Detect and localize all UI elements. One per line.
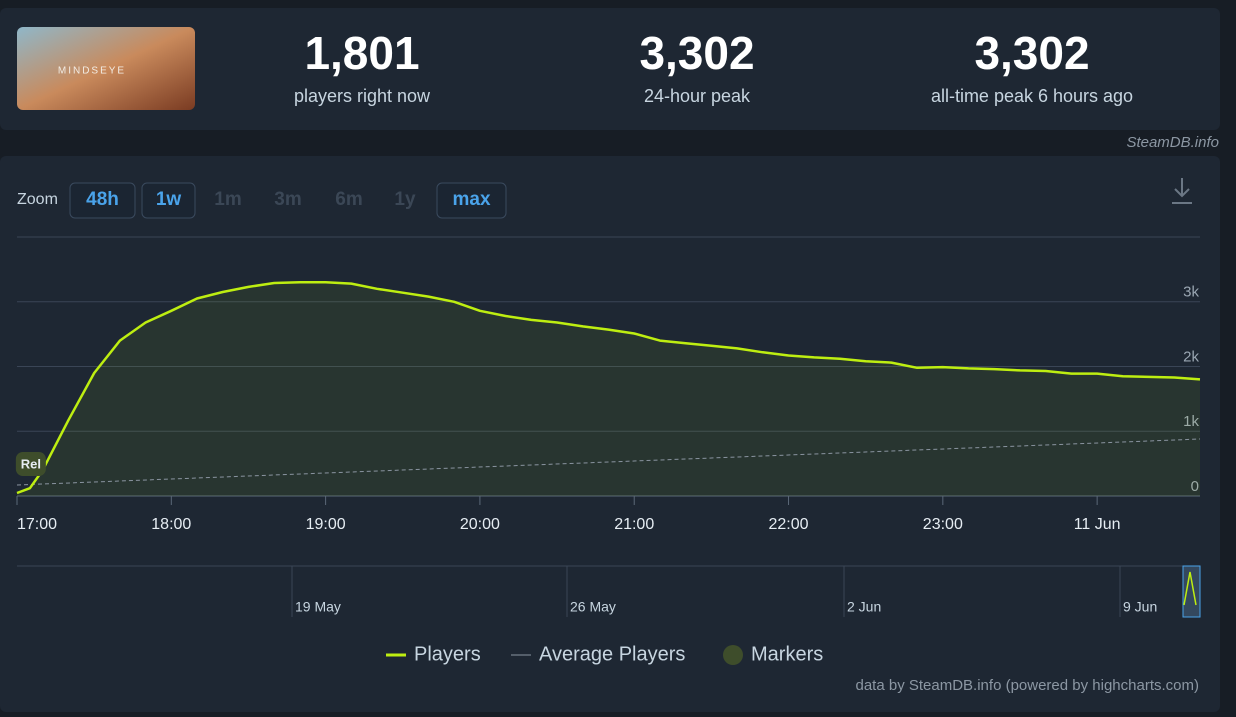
stat-label: 24-hour peak xyxy=(644,86,751,106)
average-line xyxy=(16,438,1201,486)
zoom-button-label[interactable]: 1w xyxy=(156,189,182,210)
navigator-label: 19 May xyxy=(295,599,341,615)
stat-label: players right now xyxy=(294,86,431,106)
marker-label: Rel xyxy=(21,456,41,471)
navigator-label: 2 Jun xyxy=(847,599,881,615)
y-tick-label: 2k xyxy=(1183,348,1199,365)
stats-panel xyxy=(0,8,1220,130)
legend-players[interactable]: Players xyxy=(414,643,481,665)
legend-markers-swatch xyxy=(723,645,743,665)
zoom-button[interactable] xyxy=(69,182,136,219)
zoom-button-label[interactable]: 48h xyxy=(86,189,119,210)
game-image xyxy=(17,27,195,110)
y-tick-label: 1k xyxy=(1183,413,1199,430)
zoom-button-label: 1y xyxy=(394,189,416,210)
marker[interactable] xyxy=(15,452,46,476)
credit: data by SteamDB.info (powered by highcha… xyxy=(856,677,1200,694)
stat-value: 1,801 xyxy=(304,27,419,79)
navigator-spark xyxy=(1183,571,1197,606)
stat-value: 3,302 xyxy=(639,27,754,79)
legend-markers[interactable]: Markers xyxy=(751,643,823,665)
image-text: MINDSEYE xyxy=(58,66,126,77)
download-icon[interactable] xyxy=(1172,178,1192,204)
x-tick-label: 17:00 xyxy=(17,516,57,533)
x-tick-label: 22:00 xyxy=(768,516,808,533)
y-tick-label: 0 xyxy=(1191,478,1199,495)
watermark: SteamDB.info xyxy=(1126,134,1219,151)
stat-label: all-time peak 6 hours ago xyxy=(931,86,1133,106)
x-tick-label: 19:00 xyxy=(306,516,346,533)
legend-average[interactable]: Average Players xyxy=(539,643,685,665)
players-area xyxy=(17,282,1200,496)
zoom-button[interactable] xyxy=(436,182,507,219)
players-line xyxy=(16,280,1201,495)
x-tick-label: 18:00 xyxy=(151,516,191,533)
x-tick-label: 23:00 xyxy=(923,516,963,533)
navigator-label: 9 Jun xyxy=(1123,599,1157,615)
navigator-label: 26 May xyxy=(570,599,616,615)
chart-panel xyxy=(0,156,1220,712)
zoom-button[interactable] xyxy=(141,182,196,219)
stat-value: 3,302 xyxy=(974,27,1089,79)
zoom-button-label: 6m xyxy=(335,189,362,210)
y-tick-label: 3k xyxy=(1183,284,1199,301)
x-tick-label: 21:00 xyxy=(614,516,654,533)
zoom-button-label: 1m xyxy=(214,189,241,210)
zoom-label: Zoom xyxy=(17,191,58,208)
navigator-window[interactable] xyxy=(1182,565,1201,618)
zoom-button-label[interactable]: max xyxy=(452,189,490,210)
x-tick-label: 11 Jun xyxy=(1074,516,1121,533)
zoom-button-label: 3m xyxy=(274,189,301,210)
x-tick-label: 20:00 xyxy=(460,516,500,533)
